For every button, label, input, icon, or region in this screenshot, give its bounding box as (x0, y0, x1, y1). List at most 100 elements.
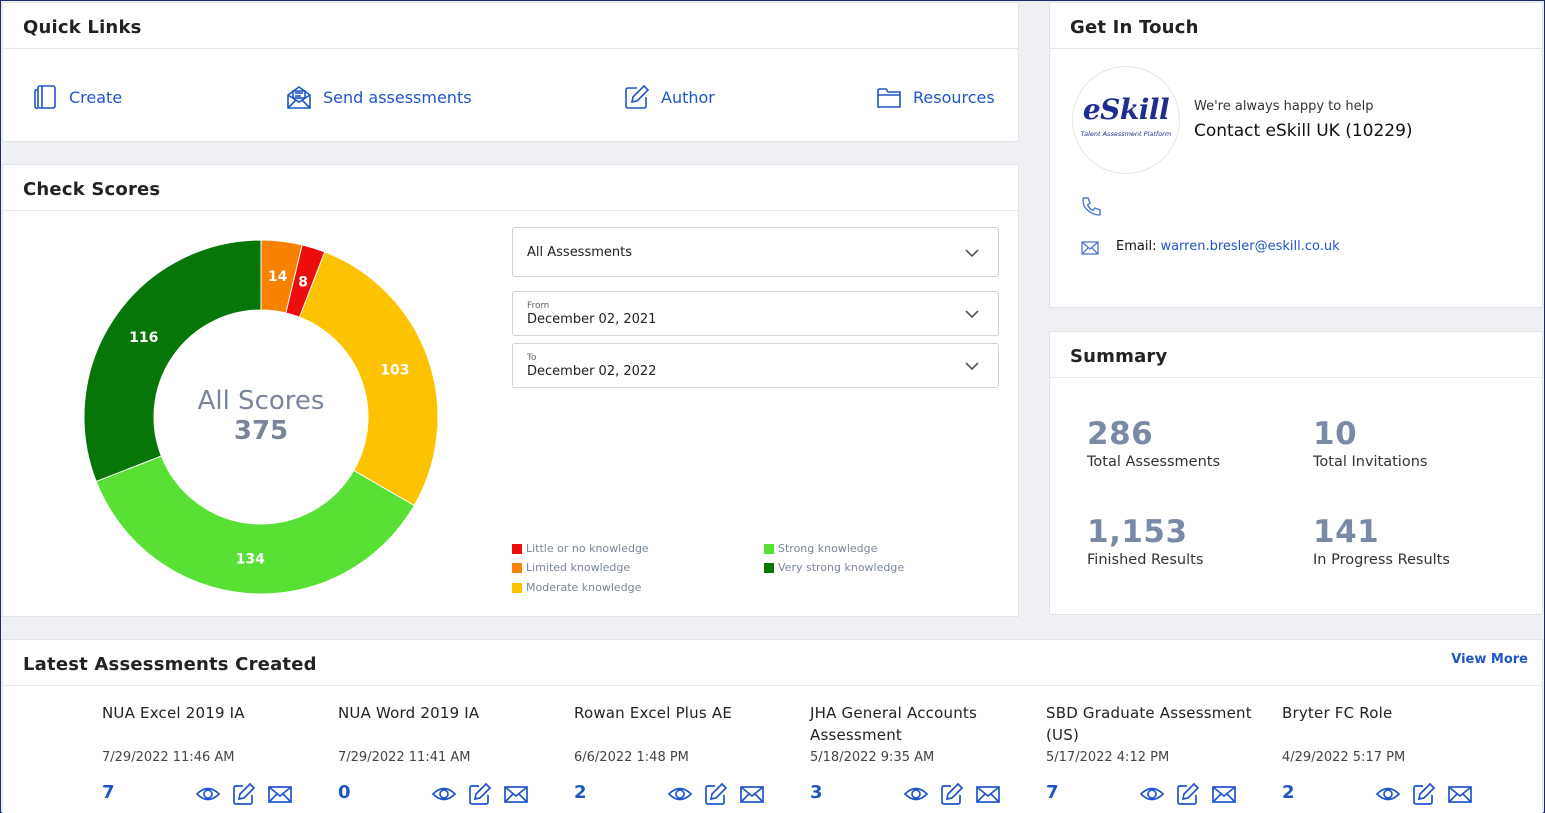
eye-icon[interactable] (667, 782, 693, 806)
assessment-count[interactable]: 7 (102, 782, 115, 803)
pencil-square-icon (625, 84, 650, 109)
envelope-open-icon (287, 86, 311, 109)
mail-icon[interactable] (503, 782, 529, 806)
assessment-count[interactable]: 3 (810, 782, 823, 803)
logo-wordmark: eSkill (1082, 93, 1170, 126)
chart-legend: Little or no knowledge Limited knowledge… (512, 542, 992, 602)
legend-swatch (512, 543, 522, 554)
assessment-item: NUA Excel 2019 IA 7/29/2022 11:46 AM 7 (102, 702, 322, 812)
mail-icon[interactable] (267, 782, 293, 806)
donut-segment-very-strong-knowledge[interactable] (83, 239, 262, 483)
quick-link-send-assessments-label: Send assessments (323, 87, 472, 107)
assessment-name[interactable]: SBD Graduate Assessment (US) (1046, 704, 1252, 744)
from-date-select[interactable]: From December 02, 2021 (512, 291, 999, 336)
legend-item[interactable]: Little or no knowledge (512, 542, 649, 555)
assessment-date: 7/29/2022 11:41 AM (338, 750, 471, 765)
donut-segment-label: 116 (129, 330, 158, 346)
quick-link-author[interactable]: Author (623, 83, 715, 111)
phone-icon[interactable] (1080, 195, 1102, 217)
stat-value: 1,153 (1087, 514, 1188, 550)
quick-link-resources[interactable]: Resources (875, 83, 995, 111)
to-date-value: December 02, 2022 (527, 364, 657, 379)
stat-label: Total Assessments (1087, 454, 1221, 470)
quick-links-card: Quick Links Create Send assessments (2, 2, 1019, 142)
edit-icon[interactable] (703, 782, 729, 806)
stat-label: Total Invitations (1313, 454, 1428, 470)
eye-icon[interactable] (903, 782, 929, 806)
contact-name: Contact eSkill UK (10229) (1194, 121, 1413, 141)
to-date-select[interactable]: To December 02, 2022 (512, 343, 999, 388)
edit-icon[interactable] (939, 782, 965, 806)
donut-center-title: All Scores (198, 386, 325, 416)
stat-value: 10 (1313, 416, 1358, 452)
chevron-down-icon (965, 362, 979, 371)
donut-segment-moderate-knowledge[interactable] (298, 251, 439, 507)
email-row: Email: warren.bresler@eskill.co.uk (1116, 239, 1340, 254)
quick-links-title: Quick Links (3, 3, 1018, 49)
legend-swatch (512, 562, 522, 573)
view-more-link[interactable]: View More (1451, 652, 1528, 667)
assessment-name[interactable]: NUA Word 2019 IA (338, 704, 480, 722)
donut-segment-strong-knowledge[interactable] (95, 455, 415, 595)
assessment-name[interactable]: JHA General Accounts Assessment (810, 704, 977, 744)
edit-icon[interactable] (1175, 782, 1201, 806)
quick-link-author-label: Author (661, 87, 715, 107)
assessment-select-value: All Assessments (527, 245, 633, 260)
assessment-date: 4/29/2022 5:17 PM (1282, 750, 1406, 765)
quick-link-create[interactable]: Create (31, 83, 122, 111)
get-in-touch-card: Get In Touch eSkill Talent Assessment Pl… (1049, 2, 1543, 308)
to-date-label: To (527, 353, 537, 363)
notebook-icon (34, 85, 56, 110)
assessment-date: 5/17/2022 4:12 PM (1046, 750, 1170, 765)
assessment-name[interactable]: Rowan Excel Plus AE (574, 704, 733, 722)
legend-item[interactable]: Very strong knowledge (764, 561, 904, 574)
assessment-count[interactable]: 2 (1282, 782, 1295, 803)
assessment-item: NUA Word 2019 IA 7/29/2022 11:41 AM 0 (338, 702, 558, 812)
assessment-item: JHA General Accounts Assessment 5/18/202… (810, 702, 1030, 812)
assessment-item: SBD Graduate Assessment (US) 5/17/2022 4… (1046, 702, 1266, 812)
from-date-value: December 02, 2021 (527, 312, 657, 327)
eye-icon[interactable] (195, 782, 221, 806)
assessment-name[interactable]: NUA Excel 2019 IA (102, 704, 245, 722)
donut-segment-label: 14 (268, 269, 288, 285)
quick-link-create-label: Create (69, 87, 123, 107)
mail-icon[interactable] (975, 782, 1001, 806)
edit-icon[interactable] (467, 782, 493, 806)
from-date-label: From (527, 301, 550, 311)
email-link[interactable]: warren.bresler@eskill.co.uk (1160, 239, 1340, 254)
assessment-date: 7/29/2022 11:46 AM (102, 750, 235, 765)
legend-item[interactable]: Strong knowledge (764, 542, 877, 555)
donut-center-value: 375 (234, 416, 288, 446)
legend-item[interactable]: Moderate knowledge (512, 581, 641, 594)
mail-icon[interactable] (1447, 782, 1473, 806)
legend-label: Strong knowledge (778, 542, 878, 555)
legend-label: Little or no knowledge (526, 542, 649, 555)
legend-swatch (512, 582, 522, 593)
eye-icon[interactable] (1139, 782, 1165, 806)
summary-title: Summary (1050, 332, 1542, 378)
legend-label: Limited knowledge (526, 561, 631, 574)
folder-icon (877, 88, 901, 108)
mail-icon[interactable] (739, 782, 765, 806)
assessment-select[interactable]: All Assessments (512, 227, 999, 277)
legend-swatch (764, 543, 774, 554)
legend-item[interactable]: Limited knowledge (512, 561, 630, 574)
quick-link-send-assessments[interactable]: Send assessments (285, 83, 472, 111)
assessment-name[interactable]: Bryter FC Role (1282, 704, 1393, 722)
stat-total-assessments: 286 Total Assessments (1087, 416, 1220, 470)
assessment-date: 6/6/2022 1:48 PM (574, 750, 689, 765)
assessment-count[interactable]: 7 (1046, 782, 1059, 803)
assessment-count[interactable]: 2 (574, 782, 587, 803)
assessment-count[interactable]: 0 (338, 782, 351, 803)
stat-total-invitations: 10 Total Invitations (1313, 416, 1427, 470)
edit-icon[interactable] (1411, 782, 1437, 806)
eye-icon[interactable] (1375, 782, 1401, 806)
eye-icon[interactable] (431, 782, 457, 806)
assessment-date: 5/18/2022 9:35 AM (810, 750, 935, 765)
stat-finished-results: 1,153 Finished Results (1087, 514, 1203, 568)
edit-icon[interactable] (231, 782, 257, 806)
legend-label: Very strong knowledge (778, 561, 905, 574)
mail-icon[interactable] (1211, 782, 1237, 806)
contact-subtitle: We're always happy to help (1194, 99, 1374, 114)
legend-swatch (764, 562, 774, 573)
